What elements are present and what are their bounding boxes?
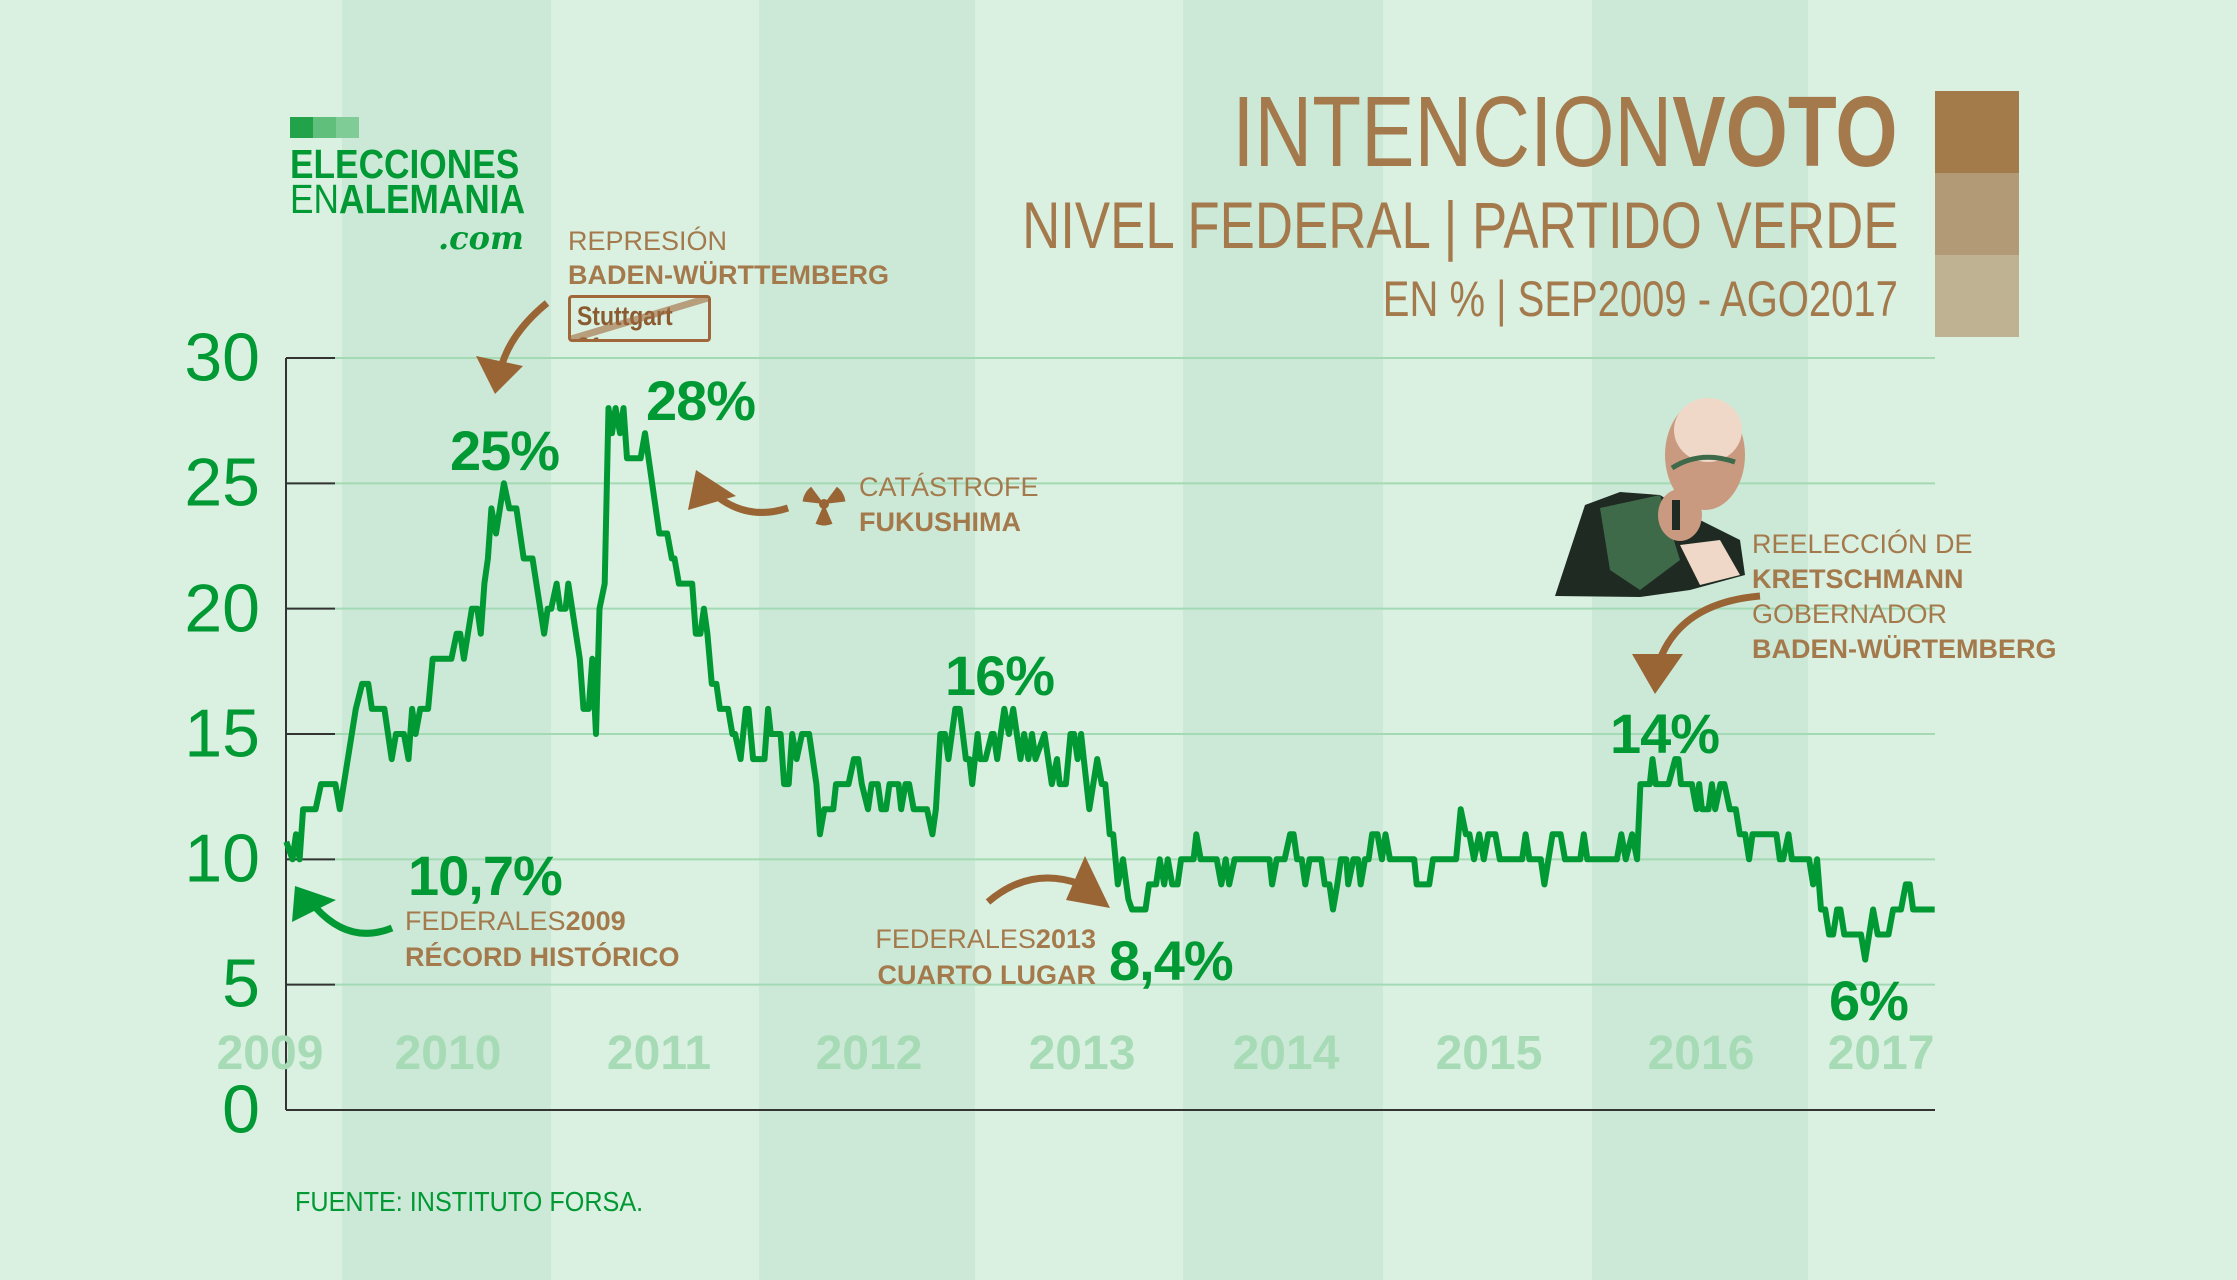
y-tick-label: 25 xyxy=(184,444,260,521)
logo-en: EN xyxy=(290,176,339,222)
annotation-kretschmann: KRETSCHMANN xyxy=(1752,564,1964,594)
arrow-2009-icon xyxy=(292,886,394,937)
annotation-gobernador: GOBERNADOR xyxy=(1752,599,1948,629)
stuttgart21-sign: Stuttgart 21 xyxy=(568,295,711,342)
federales-text: FEDERALES xyxy=(875,924,1036,954)
x-tick-label: 2017 xyxy=(1827,1027,1935,1080)
logo-line2: ENALEMANIA xyxy=(290,178,525,220)
year-band-2016 xyxy=(1592,0,1808,1280)
y-tick-label: 20 xyxy=(184,570,260,647)
annotation-baden-wurttemberg: BADEN-WÜRTTEMBERG xyxy=(568,260,889,290)
y-tick-label: 15 xyxy=(184,695,260,772)
data-label-14: 14% xyxy=(1610,702,1720,765)
arrow-fukushima-icon xyxy=(688,470,790,516)
federales-text: FEDERALES xyxy=(405,906,566,936)
annotation-record: RÉCORD HISTÓRICO xyxy=(405,942,680,972)
arrow-2013-icon xyxy=(985,856,1110,908)
year-band-2012 xyxy=(759,0,975,1280)
logo-alemania: ALEMANIA xyxy=(338,176,526,222)
data-label-28: 28% xyxy=(646,369,756,432)
logo-square-2 xyxy=(313,117,336,138)
subtitle-range: EN % | SEP2009 - AGO2017 xyxy=(1382,271,1898,327)
swatch-2 xyxy=(1935,173,2019,255)
data-label-16: 16% xyxy=(945,644,1055,707)
annotation-federales2009: FEDERALES2009 xyxy=(405,904,626,938)
annotation-baden-wurtemberg: BADEN-WÜRTEMBERG xyxy=(1752,634,2057,664)
series-line-greens xyxy=(283,405,1935,963)
annotation-catastrofe: CATÁSTROFE xyxy=(859,472,1039,502)
x-tick-label: 2014 xyxy=(1232,1027,1340,1080)
data-label-10-7: 10,7% xyxy=(408,844,563,907)
swatch-1 xyxy=(1935,91,2019,173)
title-bold: VOTO xyxy=(1672,76,1898,188)
data-label-6: 6% xyxy=(1829,969,1909,1032)
swatch-3 xyxy=(1935,255,2019,337)
year-text: 2013 xyxy=(1035,924,1096,954)
arrow-stuttgart-icon xyxy=(476,300,550,394)
x-tick-label: 2015 xyxy=(1435,1027,1543,1080)
year-band-2014 xyxy=(1183,0,1383,1280)
year-text: 2009 xyxy=(565,906,626,936)
y-tick-label: 10 xyxy=(184,820,260,897)
annotation-fukushima: FUKUSHIMA xyxy=(859,507,1021,537)
x-tick-label: 2016 xyxy=(1647,1027,1755,1080)
subtitle: NIVEL FEDERAL | PARTIDO VERDE xyxy=(1021,188,1898,262)
kretschmann-photo xyxy=(1555,398,1745,597)
y-tick-label: 5 xyxy=(222,945,260,1022)
annotation-reeleccion: REELECCIÓN DE xyxy=(1752,529,1973,559)
year-band-2010 xyxy=(342,0,551,1280)
title-light: INTENCION xyxy=(1232,76,1673,188)
y-tick-label: 0 xyxy=(222,1071,260,1148)
x-tick-label: 2010 xyxy=(394,1027,502,1080)
x-tick-label: 2011 xyxy=(606,1027,712,1080)
annotation-cuarto-lugar: CUARTO LUGAR xyxy=(877,960,1097,990)
logo-square-3 xyxy=(336,117,359,138)
logo-com: .com xyxy=(438,219,524,257)
x-tick-label: 2012 xyxy=(815,1027,923,1080)
y-tick-label: 30 xyxy=(184,319,260,396)
radiation-icon xyxy=(802,486,846,526)
data-label-8-4: 8,4% xyxy=(1109,929,1234,992)
x-tick-label: 2013 xyxy=(1028,1027,1136,1080)
x-tick-label: 2009 xyxy=(216,1027,324,1080)
logo-line1: ELECCIONES xyxy=(290,141,520,187)
annotation-federales2013: FEDERALES2013 xyxy=(875,922,1096,956)
arrow-kretschmann-icon xyxy=(1632,592,1761,694)
annotation-represion: REPRESIÓN xyxy=(568,226,728,256)
logo-square-1 xyxy=(290,117,313,138)
page-title: INTENCIONVOTO xyxy=(1233,82,1898,182)
data-label-25: 25% xyxy=(450,419,560,482)
source-note: FUENTE: INSTITUTO FORSA. xyxy=(295,1186,644,1217)
